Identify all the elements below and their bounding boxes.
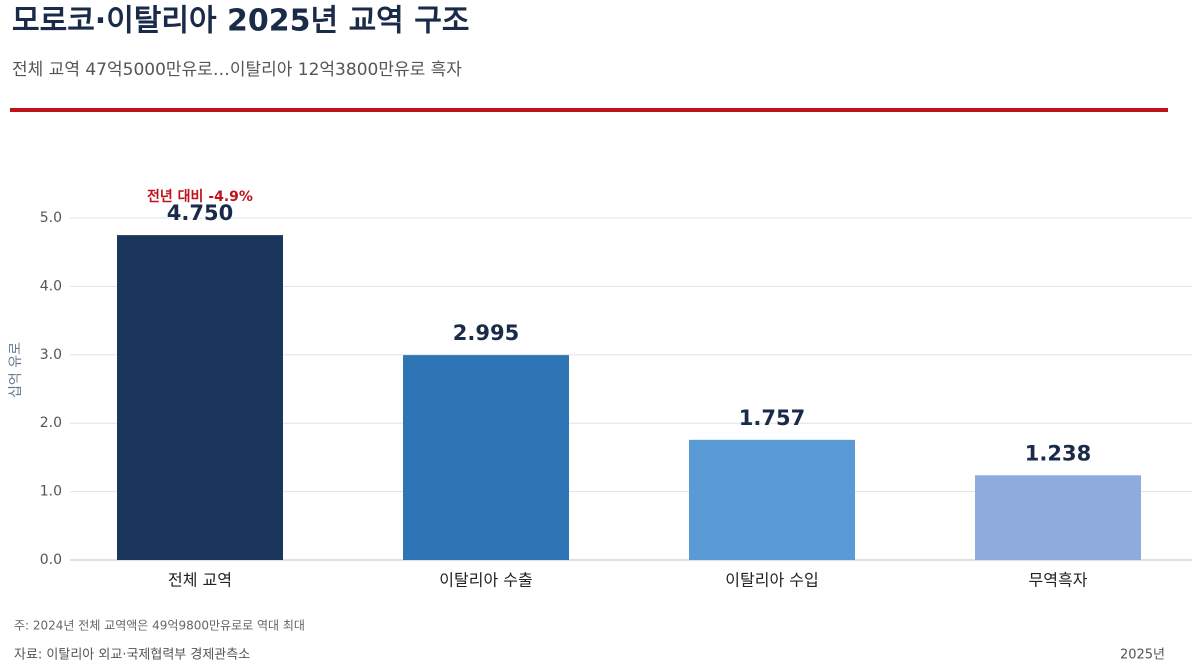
value-label: 1.238 (1025, 441, 1091, 465)
bar (975, 475, 1141, 560)
x-tick-label: 무역흑자 (1029, 571, 1088, 590)
annotation: 전년 대비 -4.9% (147, 188, 253, 205)
value-label: 4.750 (167, 201, 233, 225)
chart-subtitle: 전체 교역 47억5000만유로…이탈리아 12억3800만유로 흑자 (12, 60, 462, 80)
bar (117, 235, 283, 560)
y-tick-label: 5.0 (40, 210, 62, 226)
y-tick-label: 4.0 (40, 278, 62, 294)
y-tick-label: 0.0 (40, 552, 62, 568)
date: 2025년 (1120, 648, 1165, 663)
value-label: 1.757 (739, 406, 805, 430)
y-tick-label: 3.0 (40, 347, 62, 363)
value-label: 2.995 (453, 321, 519, 345)
title-rule (10, 108, 1168, 112)
y-axis-label: 십억 유로 (8, 342, 24, 398)
x-tick-label: 이탈리아 수출 (439, 571, 532, 590)
bar (403, 355, 569, 560)
bar (689, 439, 855, 560)
x-tick-label: 전체 교역 (168, 571, 232, 590)
note: 주: 2024년 전체 교역액은 49억9800만유로로 역대 최대 (14, 619, 305, 633)
x-tick-label: 이탈리아 수입 (725, 571, 818, 590)
source: 자료: 이탈리아 외교·국제협력부 경제관측소 (14, 648, 250, 663)
chart-title: 모로코·이탈리아 2025년 교역 구조 (12, 4, 469, 39)
y-tick-label: 1.0 (40, 484, 62, 500)
y-tick-label: 2.0 (40, 415, 62, 431)
